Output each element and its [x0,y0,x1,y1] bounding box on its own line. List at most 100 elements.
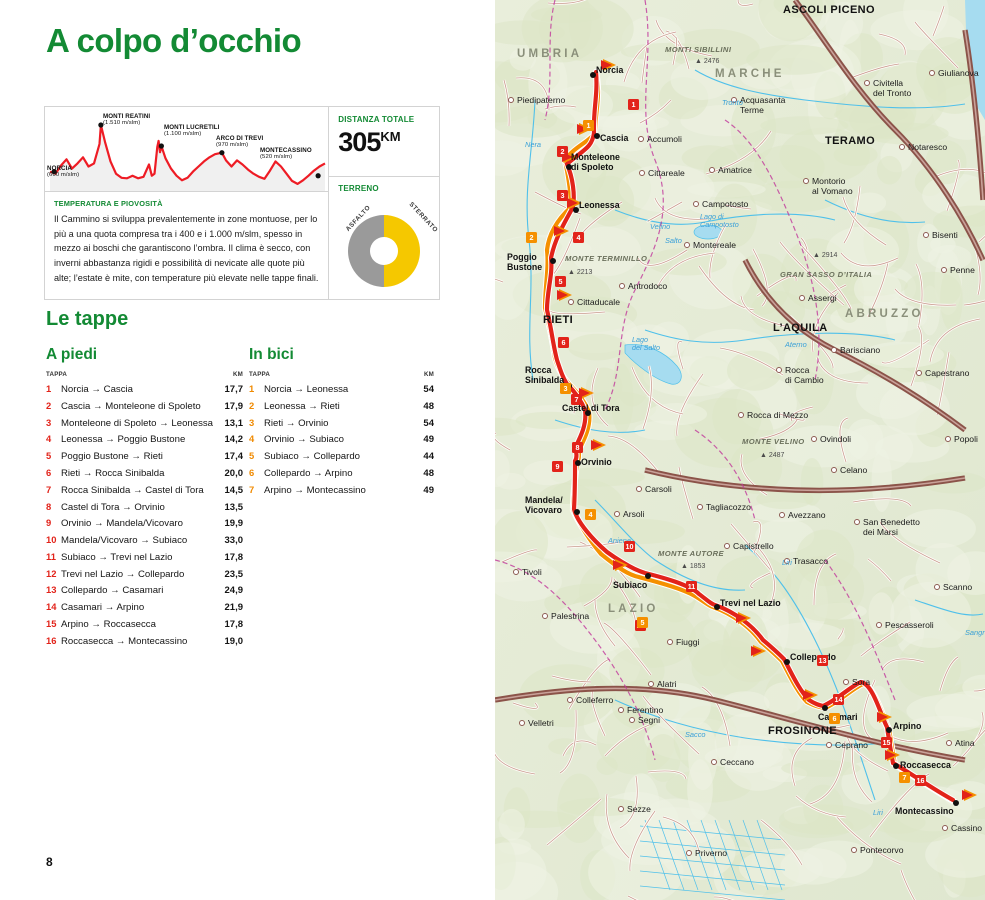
map-town-marker [731,97,737,103]
summary-right-column: DISTANZA TOTALE 305KM TERRENO ASFALTO ST… [329,107,439,299]
map-waypoint-marker [784,659,790,665]
map-town-marker [942,825,948,831]
minor-road-casing [604,724,650,757]
stage-distance: 19,9 [224,518,244,530]
stages-column-walking: A piedi TAPPA KM 1 Norcia → Cascia 17,7 2 Ca… [46,346,243,650]
map-stage-badge-walking[interactable]: 7 [571,394,582,405]
map-stage-badge-walking[interactable]: 6 [558,337,569,348]
minor-road-casing [642,695,700,755]
relief-blob [523,460,575,486]
minor-road-casing [963,300,985,306]
map-town-marker [648,681,654,687]
relief-blob [528,51,568,114]
map-panel[interactable]: UMBRIA MARCHE ABRUZZO LAZIO ASCOLI PICENO TER… [495,0,985,900]
stage-route: Leonessa → Poggio Bustone [61,434,186,446]
map-stage-badge-walking[interactable]: 16 [915,775,926,786]
map-stage-badge-biking[interactable]: 1 [583,120,594,131]
stage-row: 2 Leonessa → Rieti 48 [249,398,434,415]
minor-road-casing [725,204,752,210]
minor-road-casing [740,453,768,496]
stage-distance: 17,8 [224,619,244,631]
river-line [554,419,646,433]
donut-segment-sterrato [384,215,421,287]
stage-row: 3 Rieti → Orvinio 54 [249,415,434,432]
stage-row: 5 Subiaco → Collepardo 44 [249,448,434,465]
river-line [644,329,896,343]
map-town-marker [854,519,860,525]
map-stage-badge-biking[interactable]: 2 [526,232,537,243]
subheader-tappa: TAPPA [249,371,271,378]
elevation-point [158,143,164,149]
map-stage-badge-walking[interactable]: 4 [573,232,584,243]
stage-number: 10 [46,534,57,546]
relief-blob [890,581,972,648]
map-waypoint-marker [714,604,720,610]
stage-distance: 19,0 [224,635,244,647]
map-stage-badge-walking[interactable]: 3 [557,190,568,201]
relief-blob [495,140,531,176]
terrain-box: TERRENO ASFALTO STERRATO [329,177,439,299]
adriatic-sea [965,0,985,120]
map-stage-badge-walking[interactable]: 1 [628,99,639,110]
map-stage-badge-walking[interactable]: 11 [686,581,697,592]
stage-number: 5 [46,450,52,462]
relief-blob [833,143,878,166]
map-stage-badge-walking[interactable]: 8 [572,442,583,453]
stage-distance: 20,0 [224,468,244,479]
minor-road-casing [619,775,638,829]
relief-blob [915,543,971,597]
stage-number: 12 [46,567,57,579]
stage-number: 7 [249,483,255,495]
canal-line [639,870,786,886]
relief-blob [876,155,902,185]
relief-blob [755,519,815,553]
stage-number: 3 [46,416,52,428]
elevation-point-name: NORCIA [47,165,73,172]
route-arrow-walk [554,226,565,236]
relief-blob [519,664,616,728]
map-waypoint-marker [886,727,892,733]
minor-road-casing [495,432,511,451]
relief-blob [730,95,777,162]
map-stage-badge-walking[interactable]: 9 [552,461,563,472]
stage-row: 1 Norcia → Cascia 17,7 [46,381,243,398]
map-stage-badge-biking[interactable]: 4 [585,509,596,520]
stage-route: Poggio Bustone → Rieti [61,451,163,463]
map-stage-badge-biking[interactable]: 5 [637,617,648,628]
stage-row: 4 Leonessa → Poggio Bustone 14,2 [46,431,243,448]
elevation-point [219,150,225,156]
stages-column-heading: A piedi [46,346,98,363]
summary-box: NORCIA (600 m/slm) MONTI REATINI (1.510 m/s… [44,106,440,300]
map-stage-badge-walking[interactable]: 5 [555,276,566,287]
minor-road-casing [501,549,538,563]
map-stage-badge-biking[interactable]: 6 [829,713,840,724]
map-waypoint-marker [893,763,899,769]
stage-number: 4 [46,433,52,445]
minor-road-casing [816,356,869,384]
map-stage-badge-walking[interactable]: 14 [833,694,844,705]
map-stage-badge-walking[interactable]: 13 [817,655,828,666]
map-stage-badge-biking[interactable]: 3 [560,383,571,394]
stage-row: 6 Collepardo → Arpino 48 [249,465,434,482]
relief-blob [495,256,531,320]
stage-route: Trevi nel Lazio → Collepardo [61,568,185,580]
minor-road-casing [835,815,902,865]
map-stage-badge-biking[interactable]: 7 [899,772,910,783]
minor-road-casing [737,0,754,6]
map-stage-badge-walking[interactable]: 10 [624,541,635,552]
elevation-point-value: (600 m/slm) [47,172,80,179]
map-sea [965,0,985,120]
map-base-svg [495,0,985,900]
minor-road-casing [760,819,803,866]
relief-blob [495,450,510,488]
route-arrow-walk [877,712,888,722]
minor-road-casing [759,419,798,440]
stage-number: 14 [46,601,57,613]
map-town-marker [811,436,817,442]
stage-distance: 54 [423,384,434,396]
stages-list-biking: 1 Norcia → Leonessa 54 2 Leonessa → Rieti 48 3… [249,381,434,498]
map-stage-badge-walking[interactable]: 15 [881,737,892,748]
map-stage-badge-walking[interactable]: 2 [557,146,568,157]
relief-blob [495,234,592,264]
route-arrow-walk [962,790,973,800]
